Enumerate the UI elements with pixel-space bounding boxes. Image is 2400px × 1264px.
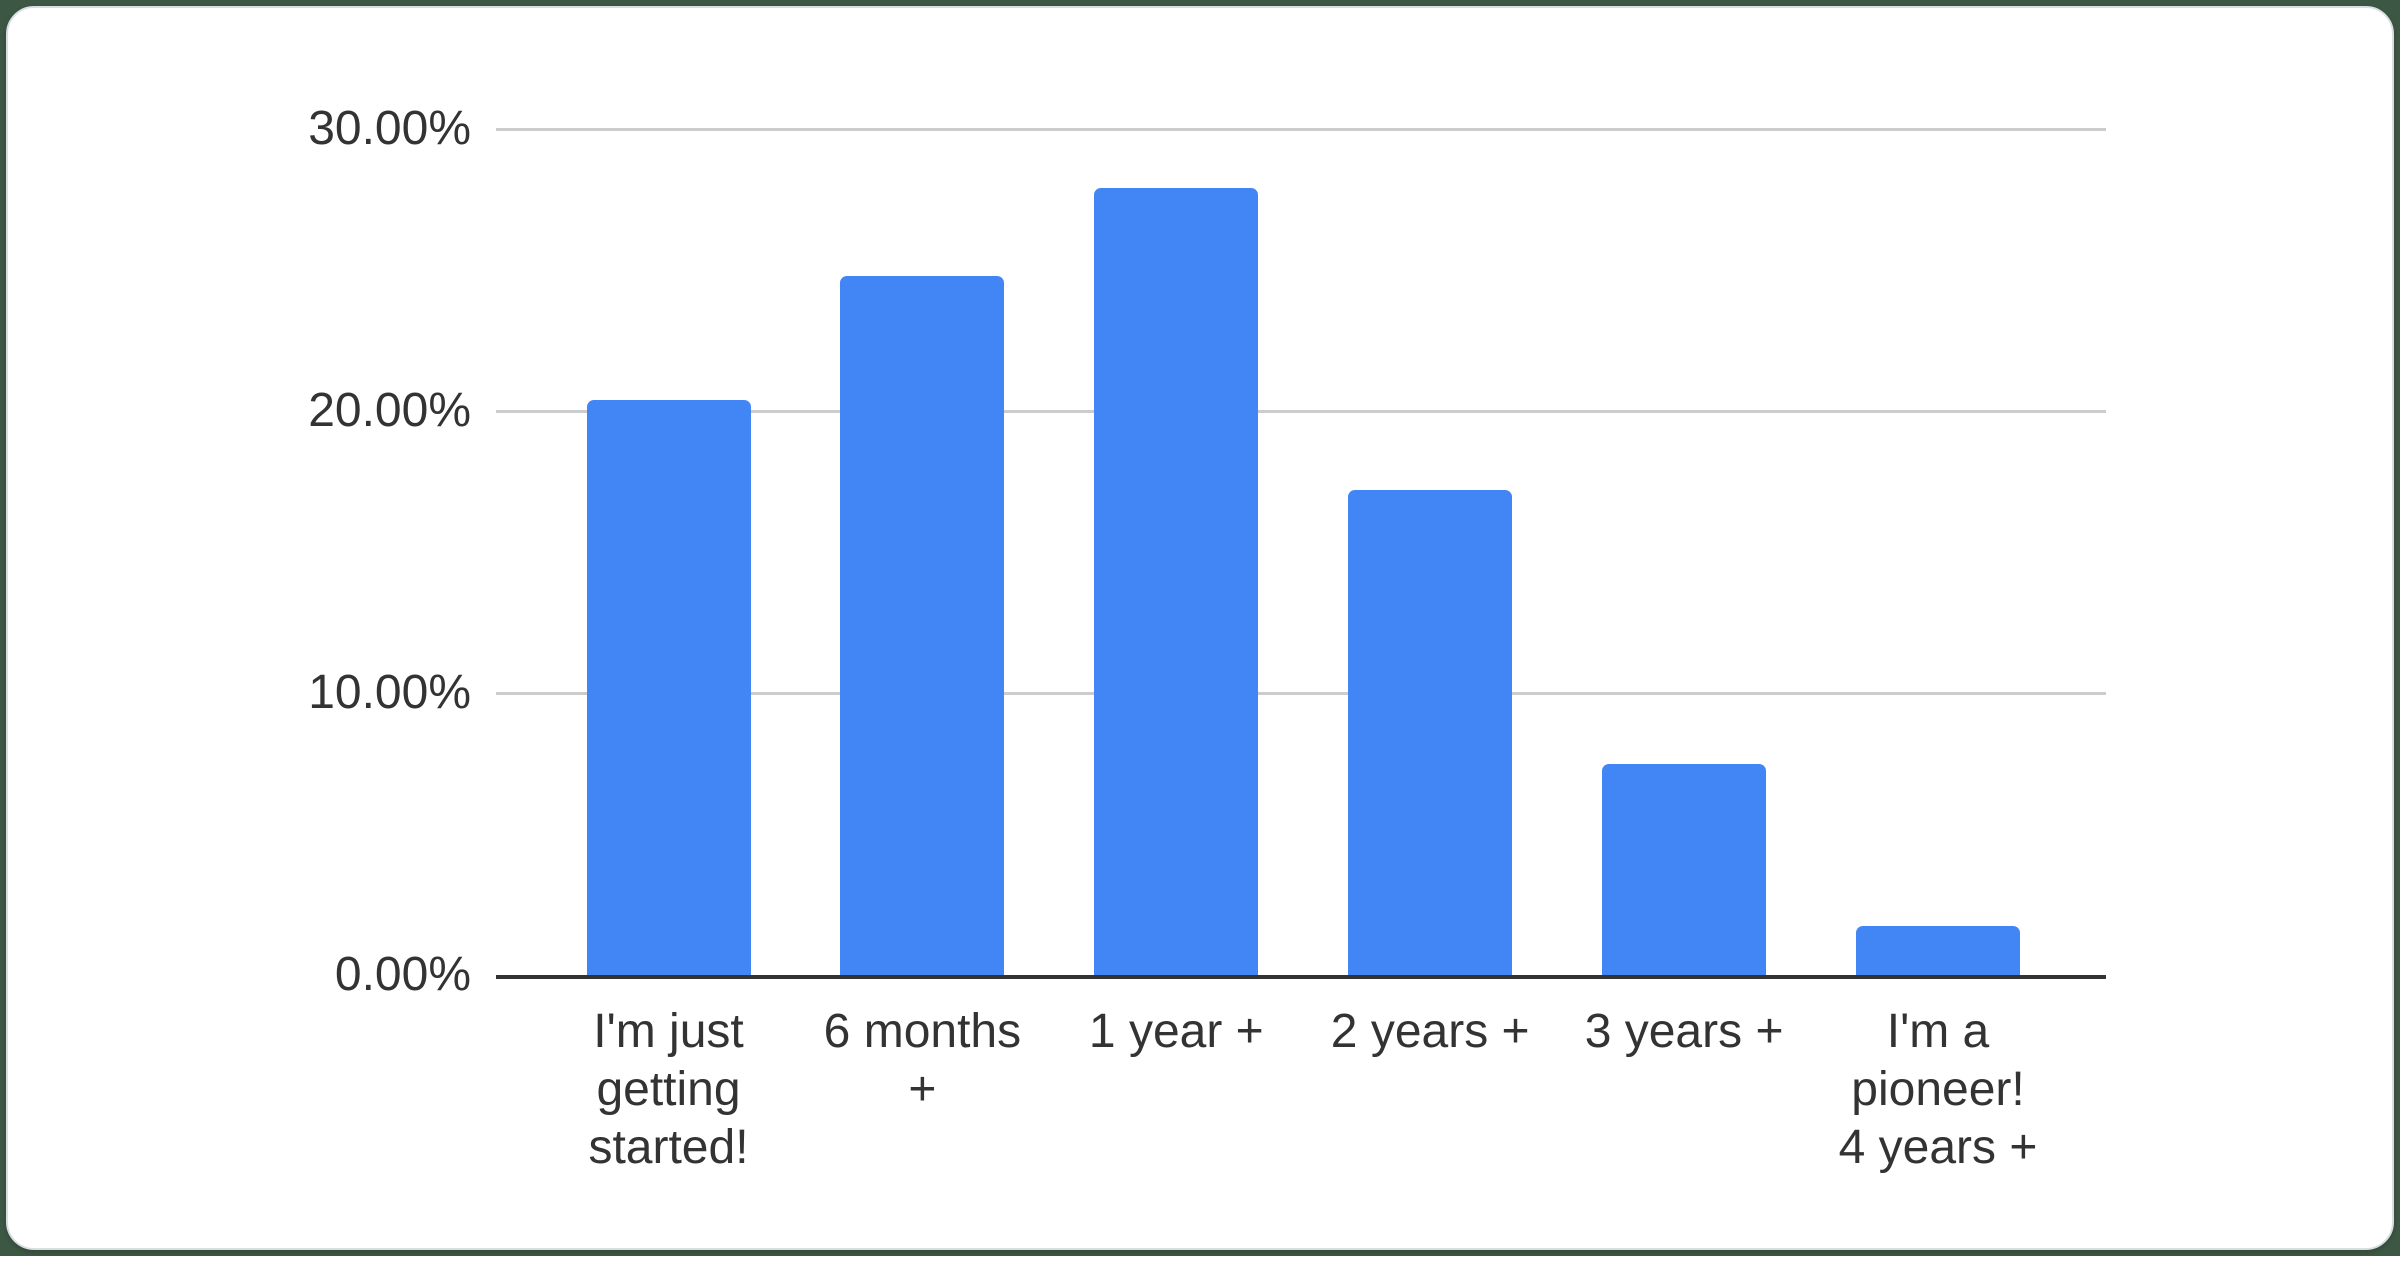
bar-3 years +[interactable] — [1602, 763, 1767, 975]
x-axis-tick-label: 3 years + — [1584, 1005, 1784, 1058]
x-axis-line — [496, 975, 2106, 979]
x-axis-tick-label: 1 year + — [1088, 1005, 1264, 1058]
gridline-10.00% — [496, 692, 2106, 695]
x-axis-tick-label: I'm a pioneer! 4 years + — [1838, 1005, 2038, 1174]
gridline-30.00% — [496, 128, 2106, 131]
chart-card: 30.00% 20.00% 10.00% 0.00% I'm just getting … — [6, 6, 2394, 1250]
y-axis-tick-label: 30.00% — [308, 102, 471, 155]
y-axis-tick-label: 20.00% — [308, 384, 471, 437]
bar-6 months +[interactable] — [840, 275, 1005, 975]
bar-1 year +[interactable] — [1094, 188, 1259, 975]
gridline-20.00% — [496, 410, 2106, 413]
bar-chart: 30.00% 20.00% 10.00% 0.00% I'm just getting … — [8, 8, 2400, 1264]
bar-I'm a pioneer! 4 years +[interactable] — [1856, 925, 2020, 975]
y-axis-tick-label: 0.00% — [334, 948, 471, 1001]
bar-2 years +[interactable] — [1348, 489, 1513, 975]
bar-I'm just getting started![interactable] — [586, 399, 751, 975]
x-axis-tick-label: 6 months + — [823, 1005, 1022, 1116]
x-axis-tick-label: I'm just getting started! — [588, 1005, 749, 1174]
x-axis-tick-label: 2 years + — [1330, 1005, 1530, 1058]
y-axis-tick-label: 10.00% — [308, 666, 471, 719]
